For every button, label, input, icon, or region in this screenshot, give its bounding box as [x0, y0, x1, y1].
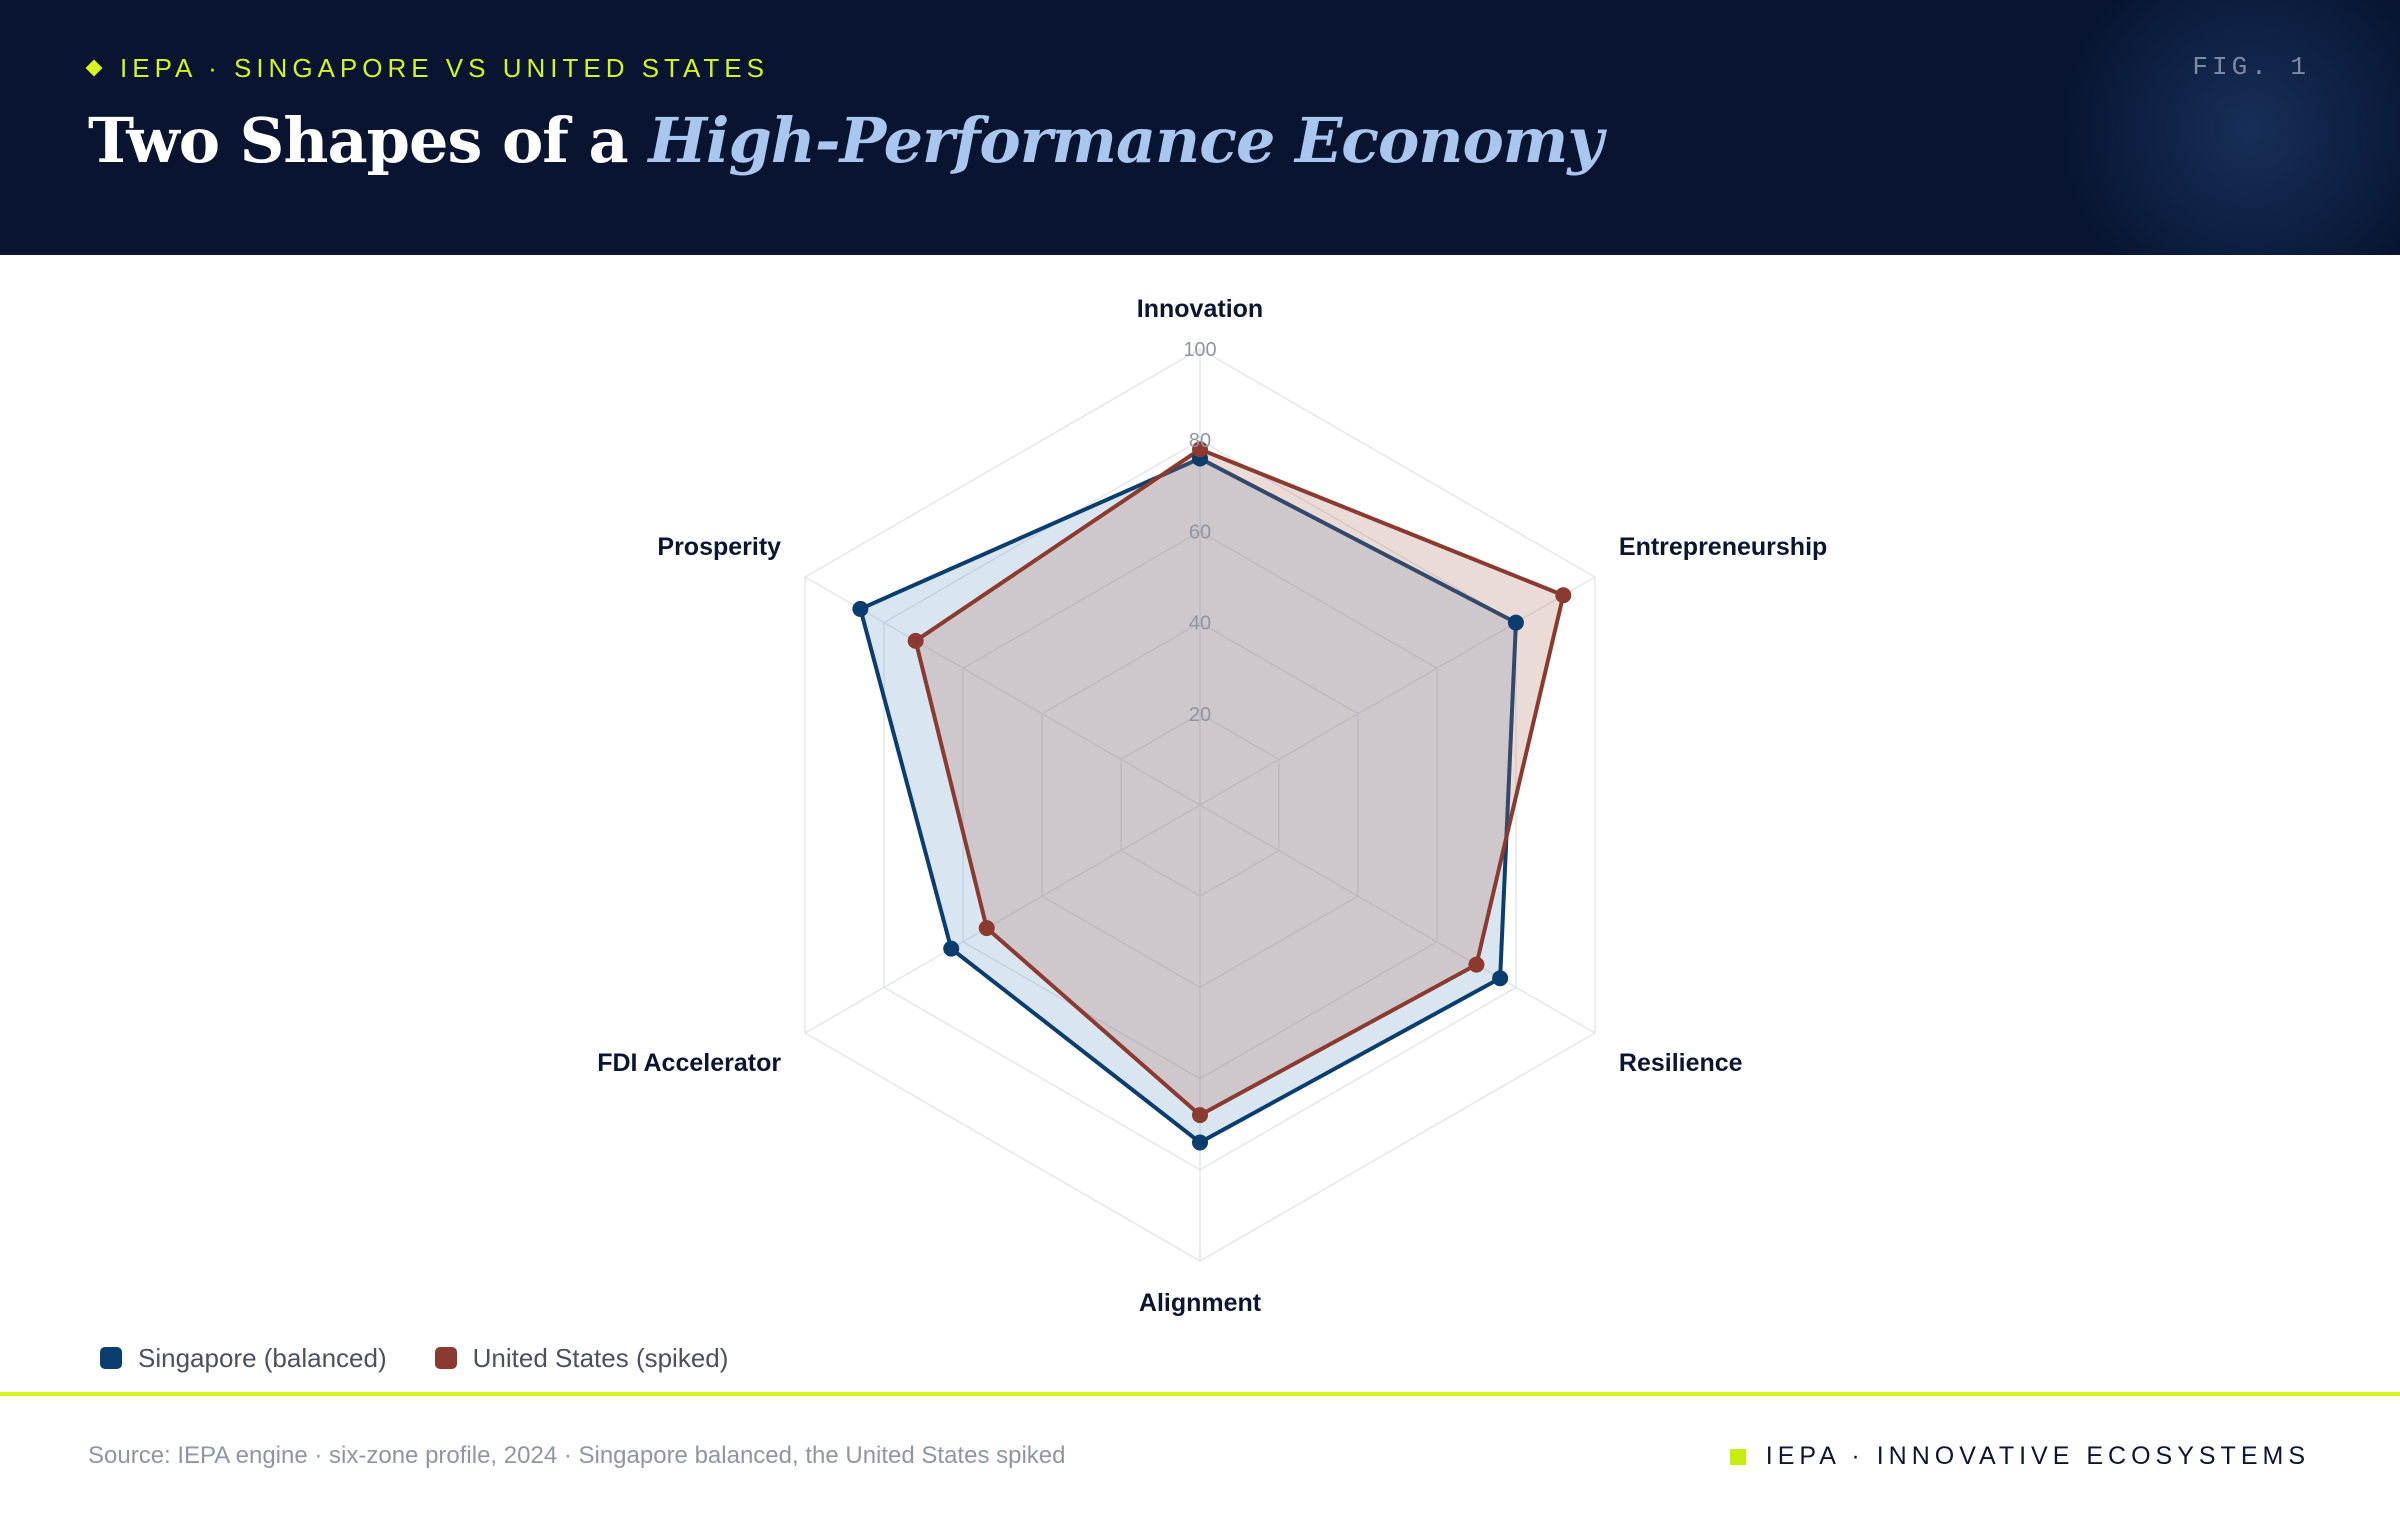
- tick-label-60: 60: [1189, 521, 1211, 543]
- data-point-united-states-entrepreneurship: [1555, 587, 1572, 604]
- tick-label-80: 80: [1189, 430, 1211, 452]
- data-point-singapore-resilience: [1492, 970, 1509, 987]
- tick-label-40: 40: [1189, 613, 1211, 635]
- axis-spoke-entrepreneurship: [1199, 576, 1596, 806]
- radar-chart: 20 40 60 80 100 Innovation Entrepreneurship Res…: [597, 295, 1827, 1317]
- axis-spoke-prosperity: [804, 576, 1201, 806]
- data-point-united-states-innovation: [1192, 441, 1208, 458]
- data-point-united-states-fdi-accelerator: [978, 920, 995, 937]
- legend-label-singapore: Singapore (balanced): [138, 1342, 387, 1373]
- kicker: IEPA · SINGAPORE VS UNITED STATES: [85, 50, 769, 86]
- legend-item-united-states: United States (spiked): [434, 1342, 729, 1374]
- data-point-singapore-entrepreneurship: [1507, 614, 1524, 631]
- data-point-singapore-prosperity: [852, 600, 869, 617]
- brand-mark: IEPA · INNOVATIVE ECOSYSTEMS: [1729, 1442, 2310, 1471]
- axis-spoke-resilience: [1199, 804, 1596, 1034]
- header-banner: IEPA · SINGAPORE VS UNITED STATES FIG. 1…: [0, 0, 2400, 255]
- axis-spoke-fdi-accelerator: [804, 804, 1201, 1034]
- axis-label-innovation: Innovation: [1137, 295, 1263, 323]
- data-point-united-states-alignment: [1192, 1107, 1208, 1124]
- axis-label-prosperity: Prosperity: [657, 533, 781, 561]
- diamond-icon: [85, 59, 103, 77]
- brand-square-icon: [1729, 1448, 1746, 1465]
- legend: Singapore (balanced) United States (spik…: [100, 1340, 728, 1376]
- axis-label-fdi-accelerator: FDI Accelerator: [597, 1049, 781, 1077]
- data-point-united-states-resilience: [1468, 956, 1485, 973]
- figure-label: FIG. 1: [2192, 52, 2310, 82]
- legend-swatch-singapore: [100, 1347, 122, 1369]
- tick-label-20: 20: [1189, 704, 1211, 726]
- data-point-singapore-fdi-accelerator: [943, 940, 960, 957]
- brand-text: IEPA · INNOVATIVE ECOSYSTEMS: [1765, 1442, 2310, 1470]
- kicker-text: IEPA · SINGAPORE VS UNITED STATES: [120, 52, 769, 83]
- axis-label-alignment: Alignment: [1139, 1289, 1262, 1317]
- legend-item-singapore: Singapore (balanced): [100, 1343, 387, 1374]
- axis-label-entrepreneurship: Entrepreneurship: [1619, 533, 1827, 561]
- title-main: Two Shapes of a: [88, 104, 629, 177]
- chart-title: Two Shapes of a High-Performance Economy: [88, 104, 1603, 177]
- legend-swatch-united-states: [434, 1347, 457, 1369]
- data-point-singapore-alignment: [1192, 1134, 1208, 1151]
- tick-label-100: 100: [1183, 339, 1216, 361]
- header-glow: [2040, 0, 2400, 255]
- divider-rule: [0, 1392, 2400, 1396]
- title-accent: High-Performance Economy: [648, 104, 1603, 177]
- legend-label-united-states: United States (spiked): [472, 1342, 729, 1373]
- data-point-united-states-prosperity: [907, 632, 924, 649]
- axis-label-resilience: Resilience: [1619, 1049, 1743, 1077]
- source-note: Source: IEPA engine · six-zone profile, …: [88, 1442, 1066, 1469]
